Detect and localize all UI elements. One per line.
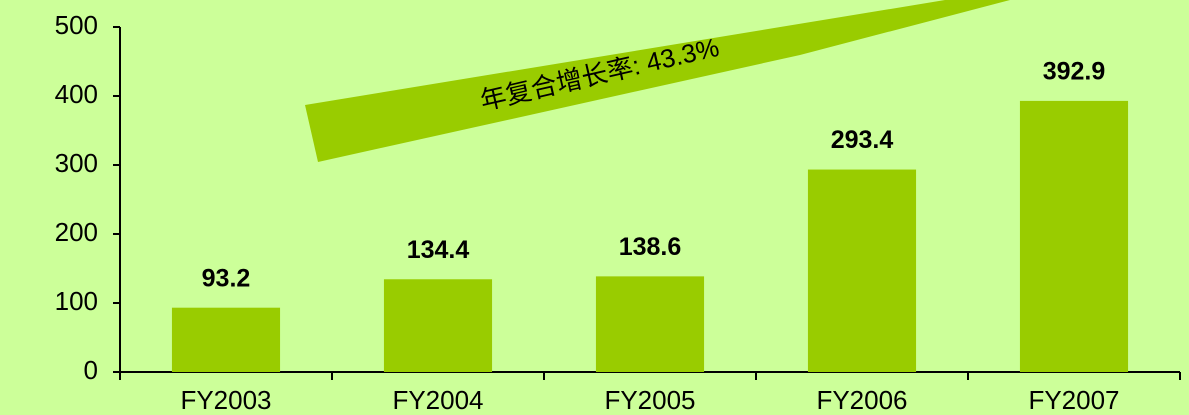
- bar: [1019, 100, 1129, 373]
- bar: [807, 169, 917, 372]
- growth-arrow: [305, 0, 1010, 162]
- y-tick-label: 100: [55, 286, 98, 316]
- y-tick-label: 300: [55, 148, 98, 178]
- x-tick-label: FY2006: [816, 385, 907, 415]
- y-tick-label: 500: [55, 10, 98, 40]
- value-label: 134.4: [407, 236, 470, 264]
- x-tick-label: FY2007: [1028, 385, 1119, 415]
- y-tick-label: 400: [55, 79, 98, 109]
- value-label: 93.2: [202, 264, 251, 292]
- bar: [171, 307, 281, 372]
- bar: [595, 276, 705, 372]
- x-tick-label: FY2003: [180, 385, 271, 415]
- y-tick-label: 200: [55, 217, 98, 247]
- y-tick-label: 0: [84, 355, 98, 385]
- x-tick-label: FY2004: [392, 385, 483, 415]
- value-label: 293.4: [831, 126, 894, 154]
- x-tick-label: FY2005: [604, 385, 695, 415]
- value-label: 392.9: [1043, 58, 1106, 86]
- value-label: 138.6: [619, 233, 682, 261]
- bar: [383, 279, 493, 372]
